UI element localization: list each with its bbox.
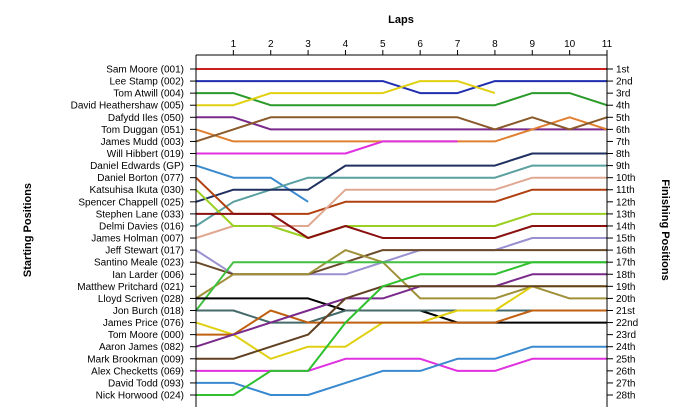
finish-label: 5th: [616, 113, 630, 124]
finish-label: 19th: [616, 282, 635, 293]
series-line-12: [195, 176, 607, 215]
series-line-13: [195, 176, 607, 239]
x-tick-label: 2: [268, 39, 274, 50]
start-label: Spencer Chappell (025): [78, 197, 184, 208]
series-line-14: [195, 188, 607, 239]
x-tick-label: 4: [343, 39, 349, 50]
series-line-28: [196, 261, 607, 396]
series-line-8: [196, 93, 607, 153]
start-label: Jon Burch (018): [113, 306, 184, 317]
start-label: Sam Moore (001): [106, 65, 184, 76]
start-label: David Todd (093): [108, 378, 184, 389]
series-line-24: [195, 273, 607, 348]
start-label: Mark Brookman (009): [87, 354, 184, 365]
finish-label: 20th: [616, 294, 635, 305]
start-label: Stephen Lane (033): [96, 209, 184, 220]
series-line-23: [196, 309, 607, 336]
start-label: Lloyd Scriven (028): [98, 294, 184, 305]
right-axis-title: Finishing Positions: [659, 179, 671, 280]
finish-label: 13th: [616, 209, 635, 220]
left-axis-title: Starting Positions: [22, 183, 34, 277]
finish-label: 4th: [616, 101, 630, 112]
series-line-26: [196, 357, 607, 372]
start-label: Lee Stamp (002): [110, 77, 185, 88]
finish-label: 17th: [616, 258, 635, 269]
finish-label: 27th: [616, 378, 635, 389]
finish-label: 9th: [616, 161, 630, 172]
start-label: James Price (076): [103, 318, 184, 329]
series-line-4: [196, 80, 496, 107]
axes: [190, 50, 613, 407]
start-label: Matthew Pritchard (021): [77, 282, 184, 293]
series-line-21: [196, 309, 607, 324]
finish-label: 21st: [616, 306, 635, 317]
finish-label: 18th: [616, 270, 635, 281]
start-label: Tom Duggan (051): [101, 125, 184, 136]
start-label: David Heathershaw (005): [71, 101, 184, 112]
x-tick-label: 8: [492, 39, 498, 50]
start-label: Ian Larder (006): [112, 270, 184, 281]
finish-label: 12th: [616, 197, 635, 208]
start-label: Tom Atwill (004): [113, 89, 184, 100]
series-line-25: [196, 285, 607, 360]
x-tick-label: 9: [529, 39, 535, 50]
finish-label: 15th: [616, 234, 635, 245]
finish-label: 1st: [616, 65, 630, 76]
start-label: Nick Horwood (024): [96, 391, 184, 402]
finish-label: 16th: [616, 246, 635, 257]
start-label: Daniel Edwards (GP): [90, 161, 184, 172]
series-line-5: [196, 116, 607, 131]
x-tick-label: 6: [417, 39, 423, 50]
start-label: James Mudd (003): [101, 137, 184, 148]
finish-label: 8th: [616, 149, 630, 160]
start-label: Tom Moore (000): [108, 330, 184, 341]
x-tick-label: 11: [602, 39, 613, 50]
series-line-10: [195, 164, 607, 227]
finish-label: 23rd: [616, 330, 636, 341]
start-label: Alex Checketts (069): [91, 366, 184, 377]
finish-label: 7th: [616, 137, 630, 148]
x-tick-label: 5: [380, 39, 386, 50]
series-line-7: [195, 116, 608, 143]
finish-label: 14th: [616, 221, 635, 232]
series-line-11: [195, 152, 607, 203]
finish-label: 22nd: [616, 318, 638, 329]
series-line-27: [196, 345, 607, 396]
x-tick-label: 1: [231, 39, 237, 50]
start-label: Santino Meale (023): [94, 258, 184, 269]
start-label: Katsuhisa Ikuta (030): [90, 185, 185, 196]
start-label: Daniel Borton (077): [97, 173, 184, 184]
series-line-16: [195, 237, 607, 276]
finish-label: 26th: [616, 366, 635, 377]
start-label: Delmi Davies (016): [99, 221, 184, 232]
finish-label: 24th: [616, 342, 635, 353]
finish-label: 25th: [616, 354, 635, 365]
series-lines: [195, 68, 608, 396]
x-tick-label: 7: [455, 39, 461, 50]
series-line-3: [196, 92, 608, 107]
finish-label: 10th: [616, 173, 635, 184]
start-label: Jeff Stewart (017): [105, 246, 184, 257]
start-label: Will Hibbert (019): [107, 149, 184, 160]
labels: Sam Moore (001)Lee Stamp (002)Tom Atwill…: [71, 39, 639, 402]
x-axis-title: Laps: [388, 14, 414, 26]
x-tick-label: 10: [564, 39, 576, 50]
start-label: Aaron James (082): [99, 342, 184, 353]
finish-label: 2nd: [616, 77, 633, 88]
finish-label: 11th: [616, 185, 635, 196]
x-tick-label: 3: [305, 39, 311, 50]
finish-label: 28th: [616, 391, 635, 402]
finish-label: 3rd: [616, 89, 630, 100]
series-line-15: [196, 212, 607, 239]
start-label: Dafydd Iles (050): [108, 113, 184, 124]
finish-label: 6th: [616, 125, 630, 136]
start-label: James Holman (007): [91, 234, 184, 245]
